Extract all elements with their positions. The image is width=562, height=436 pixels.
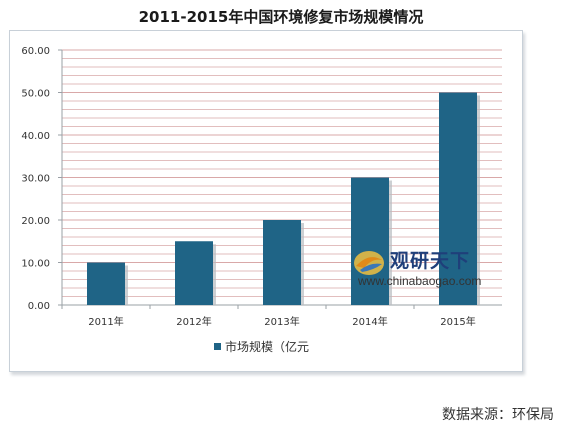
- watermark-title: 观研天下: [390, 250, 471, 272]
- y-tick-label: 30.00: [21, 174, 50, 185]
- y-tick-label: 10.00: [21, 259, 50, 270]
- legend-label: 市场规模（亿元: [225, 339, 309, 354]
- y-tick-label: 40.00: [21, 131, 50, 142]
- x-tick-label: 2015年: [440, 315, 475, 328]
- x-tick-label: 2012年: [176, 315, 211, 328]
- watermark-url: www.chinabaogao.com: [358, 274, 482, 288]
- y-tick-label: 0.00: [28, 301, 50, 312]
- data-source: 数据来源：环保局: [442, 407, 554, 423]
- y-tick-label: 60.00: [21, 46, 50, 57]
- x-tick-label: 2013年: [264, 315, 299, 328]
- y-tick-label: 50.00: [21, 89, 50, 100]
- bar: [263, 220, 301, 305]
- bar: [351, 177, 389, 305]
- bar: [439, 92, 477, 305]
- y-tick-label: 20.00: [21, 216, 50, 227]
- x-tick-label: 2011年: [88, 315, 123, 328]
- legend-swatch: [214, 343, 221, 350]
- watermark: 观研天下 www.chinabaogao.com: [352, 244, 492, 294]
- x-tick-label: 2014年: [352, 315, 387, 328]
- chart-title: 2011-2015年中国环境修复市场规模情况: [138, 8, 424, 26]
- bar: [175, 241, 213, 305]
- bar: [87, 262, 125, 305]
- chinabaogao-logo-icon: [354, 251, 384, 275]
